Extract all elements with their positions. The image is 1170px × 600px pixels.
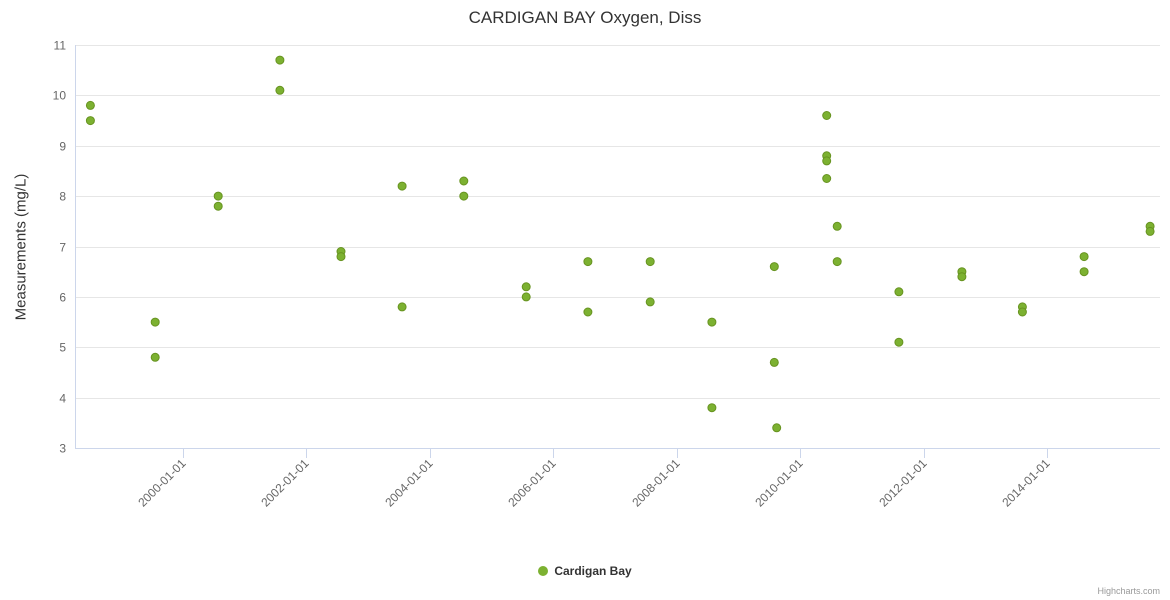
legend-marker-icon	[538, 566, 549, 576]
data-point[interactable]	[397, 181, 407, 191]
data-point[interactable]	[1145, 226, 1155, 236]
data-point[interactable]	[769, 357, 779, 367]
data-point[interactable]	[645, 297, 655, 307]
data-point[interactable]	[769, 262, 779, 272]
data-point[interactable]	[645, 257, 655, 267]
data-point[interactable]	[275, 55, 285, 65]
y-axis-tick-label: 6	[59, 291, 66, 305]
data-point[interactable]	[583, 257, 593, 267]
x-axis-tick-label: 2004-01-01	[382, 456, 436, 510]
y-axis-tick-label: 11	[54, 39, 67, 53]
chart-title: CARDIGAN BAY Oxygen, Diss	[468, 8, 702, 27]
data-point[interactable]	[583, 307, 593, 317]
data-point[interactable]	[832, 221, 842, 231]
data-point[interactable]	[336, 252, 346, 262]
data-point[interactable]	[397, 302, 407, 312]
data-point[interactable]	[957, 272, 967, 282]
data-point[interactable]	[772, 423, 782, 433]
data-point[interactable]	[894, 287, 904, 297]
y-axis-tick-label: 4	[59, 392, 66, 406]
x-axis-tick-label: 2010-01-01	[752, 456, 806, 510]
x-axis-tick-label: 2012-01-01	[876, 456, 930, 510]
data-point[interactable]	[275, 85, 285, 95]
y-axis-tick-label: 10	[53, 89, 67, 103]
data-point[interactable]	[150, 352, 160, 362]
x-axis-tick-label: 2000-01-01	[135, 456, 189, 510]
data-point[interactable]	[459, 191, 469, 201]
data-point[interactable]	[521, 292, 531, 302]
data-point[interactable]	[459, 176, 469, 186]
x-axis-tick-label: 2002-01-01	[258, 456, 312, 510]
data-point[interactable]	[707, 403, 717, 413]
x-axis-tick-label: 2008-01-01	[629, 456, 683, 510]
data-point[interactable]	[1079, 252, 1089, 262]
data-point[interactable]	[894, 337, 904, 347]
y-axis-tick-label: 5	[59, 341, 66, 355]
data-point[interactable]	[213, 191, 223, 201]
data-point[interactable]	[521, 282, 531, 292]
y-axis-tick-label: 7	[59, 241, 66, 255]
data-point[interactable]	[1017, 307, 1027, 317]
y-axis-tick-label: 3	[59, 442, 66, 456]
legend-label: Cardigan Bay	[554, 564, 632, 578]
data-point[interactable]	[822, 174, 832, 183]
x-axis-tick-label: 2014-01-01	[999, 456, 1053, 510]
data-point[interactable]	[707, 317, 717, 327]
data-point[interactable]	[85, 100, 95, 110]
data-point[interactable]	[822, 111, 832, 120]
data-point[interactable]	[832, 257, 842, 267]
x-axis-tick-label: 2006-01-01	[505, 456, 559, 510]
data-point[interactable]	[213, 201, 223, 211]
y-axis-tick-label: 9	[59, 140, 66, 154]
credits-link[interactable]: Highcharts.com	[1097, 586, 1160, 596]
data-point[interactable]	[822, 156, 832, 166]
data-point[interactable]	[85, 116, 95, 126]
y-axis-tick-label: 8	[59, 190, 66, 204]
legend-item-cardigan-bay[interactable]: Cardigan Bay	[0, 564, 1170, 578]
data-point[interactable]	[150, 317, 160, 327]
data-point[interactable]	[1079, 267, 1089, 277]
